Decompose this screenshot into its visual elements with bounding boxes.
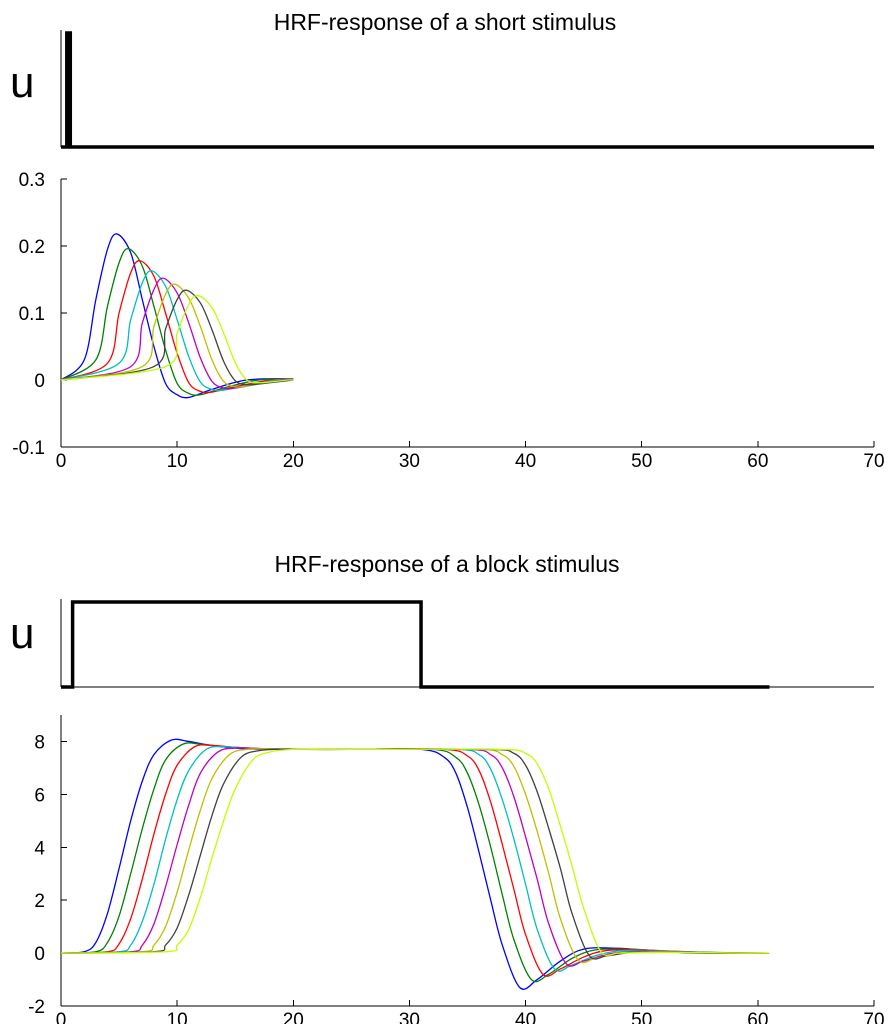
response-curve-1 (60, 233, 294, 399)
x-tick-label: 10 (167, 451, 188, 472)
response-curve-5 (60, 747, 770, 967)
response-curve-8 (60, 294, 294, 384)
y-tick-label: 0 (34, 944, 45, 965)
x-tick-label: 30 (399, 1010, 420, 1024)
y-tick-label: -2 (28, 997, 45, 1018)
block-stimulus-ylabel: u (10, 609, 34, 658)
short-response-plot: 0 10 20 30 40 50 60 70 -0.1 0 0.1 0.2 0.3 (12, 170, 884, 472)
x-tick-label: 70 (863, 451, 884, 472)
y-tick-label: 0.1 (19, 304, 45, 325)
x-tick-label: 0 (56, 1010, 67, 1024)
y-tick-label: 0.3 (19, 170, 45, 191)
y-tick-label: 8 (34, 732, 45, 753)
response-curve-6 (60, 283, 294, 388)
x-tick-label: 0 (56, 451, 67, 472)
x-tick-label: 50 (631, 451, 652, 472)
block-stimulus-title: HRF-response of a block stimulus (274, 551, 619, 577)
block-stimulus-plot: u (10, 599, 874, 689)
response-curve-2 (60, 248, 294, 396)
x-tick-label: 10 (167, 1010, 188, 1024)
response-curve-8 (60, 748, 770, 957)
x-tick-label: 20 (283, 1010, 304, 1024)
x-tick-label: 40 (515, 451, 536, 472)
x-tick-label: 70 (863, 1010, 884, 1024)
short-stimulus-ylabel: u (10, 58, 34, 107)
response-curve-3 (60, 260, 294, 394)
block-response-plot: 0 10 20 30 40 50 60 70 -2 0 2 4 6 8 (28, 715, 885, 1024)
response-curve-7 (60, 748, 770, 960)
x-tick-label: 60 (747, 451, 768, 472)
response-curve-2 (60, 742, 770, 983)
y-tick-label: -0.1 (12, 438, 45, 459)
x-tick-label: 50 (631, 1010, 652, 1024)
response-curve-4 (60, 270, 294, 392)
x-tick-label: 40 (515, 1010, 536, 1024)
x-tick-label: 30 (399, 451, 420, 472)
response-curve-4 (60, 745, 770, 972)
y-tick-label: 6 (34, 785, 45, 806)
short-stimulus-title: HRF-response of a short stimulus (274, 9, 617, 35)
response-curve-3 (60, 744, 770, 977)
short-stimulus-plot: u (10, 30, 874, 149)
x-tick-label: 20 (283, 451, 304, 472)
response-curve-6 (60, 748, 770, 964)
y-tick-label: 0 (34, 371, 45, 392)
x-tick-label: 60 (747, 1010, 768, 1024)
y-tick-label: 4 (34, 838, 45, 859)
response-curve-7 (60, 289, 294, 386)
y-tick-label: 2 (34, 891, 45, 912)
stimulus-line-0 (61, 31, 874, 149)
y-tick-label: 0.2 (19, 237, 45, 258)
stimulus-line-2 (61, 600, 770, 689)
